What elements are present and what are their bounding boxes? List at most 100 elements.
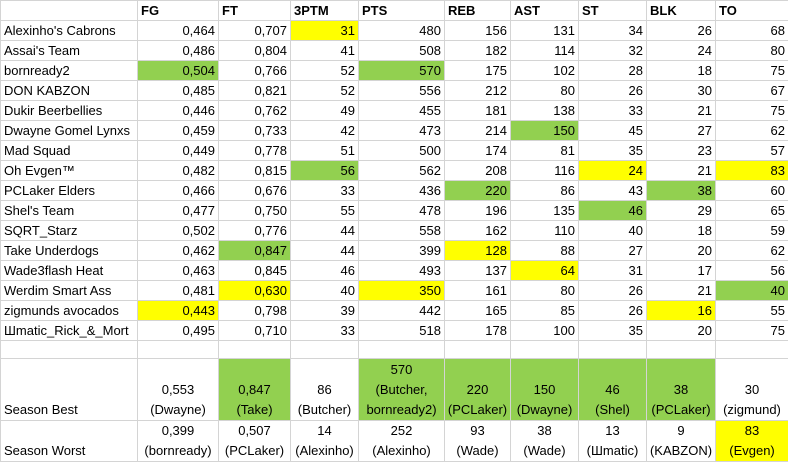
team-name: Take Underdogs <box>1 241 138 261</box>
team-name: PCLaker Elders <box>1 181 138 201</box>
stat-cell: 480 <box>359 21 445 41</box>
summary-line: (Alexinho) <box>292 441 357 461</box>
team-name: Shel's Team <box>1 201 138 221</box>
stat-cell: 18 <box>647 221 716 241</box>
summary-line: (Butcher, <box>360 380 443 400</box>
stat-cell: 150 <box>511 121 579 141</box>
stat-cell: 65 <box>716 201 788 221</box>
stat-cell: 35 <box>579 321 647 341</box>
team-name: Alexinho's Cabrons <box>1 21 138 41</box>
stat-cell: 26 <box>579 301 647 321</box>
stat-cell: 0,821 <box>219 81 291 101</box>
summary-line: 93 <box>446 421 509 441</box>
stat-cell: 156 <box>445 21 511 41</box>
summary-cell: 0,507(PCLaker) <box>219 421 291 462</box>
team-name: Dwayne Gomel Lynxs <box>1 121 138 141</box>
stat-cell: 43 <box>579 181 647 201</box>
stat-cell: 27 <box>579 241 647 261</box>
summary-cell: 0,399(bornready) <box>138 421 219 462</box>
empty-cell <box>219 341 291 359</box>
stat-cell: 42 <box>291 121 359 141</box>
summary-line: (Butcher) <box>292 400 357 420</box>
team-name: zigmunds avocados <box>1 301 138 321</box>
stat-cell: 55 <box>291 201 359 221</box>
stat-cell: 33 <box>579 101 647 121</box>
stat-cell: 62 <box>716 121 788 141</box>
stat-cell: 128 <box>445 241 511 261</box>
stat-cell: 478 <box>359 201 445 221</box>
stat-cell: 52 <box>291 81 359 101</box>
stat-cell: 55 <box>716 301 788 321</box>
stat-cell: 30 <box>647 81 716 101</box>
stat-cell: 80 <box>511 81 579 101</box>
stat-cell: 0,481 <box>138 281 219 301</box>
summary-line: (Wade) <box>512 441 577 461</box>
stat-cell: 165 <box>445 301 511 321</box>
stat-cell: 26 <box>579 281 647 301</box>
stat-cell: 21 <box>647 161 716 181</box>
stat-cell: 64 <box>511 261 579 281</box>
summary-line: (Dwayne) <box>139 400 217 420</box>
empty-cell <box>1 341 138 359</box>
stat-cell: 131 <box>511 21 579 41</box>
summary-line: (Dwayne) <box>512 400 577 420</box>
stat-cell: 33 <box>291 321 359 341</box>
stat-cell: 138 <box>511 101 579 121</box>
summary-line: 0,399 <box>139 421 217 441</box>
summary-cell: 46(Shel) <box>579 359 647 421</box>
stat-cell: 442 <box>359 301 445 321</box>
summary-cell: 30(zigmund) <box>716 359 788 421</box>
summary-line: 86 <box>292 380 357 400</box>
stat-cell: 40 <box>579 221 647 241</box>
team-name: Mad Squad <box>1 141 138 161</box>
empty-cell <box>647 341 716 359</box>
stat-cell: 35 <box>579 141 647 161</box>
summary-line: 252 <box>360 421 443 441</box>
summary-line: (PCLaker) <box>220 441 289 461</box>
stat-cell: 174 <box>445 141 511 161</box>
stat-cell: 0,443 <box>138 301 219 321</box>
header-cell: FT <box>219 1 291 21</box>
summary-line: (Take) <box>220 400 289 420</box>
stat-cell: 75 <box>716 101 788 121</box>
stat-cell: 399 <box>359 241 445 261</box>
summary-cell: 220(PCLaker) <box>445 359 511 421</box>
stat-cell: 57 <box>716 141 788 161</box>
header-cell: 3PTM <box>291 1 359 21</box>
summary-line: 30 <box>717 380 787 400</box>
summary-cell: 0,847(Take) <box>219 359 291 421</box>
stat-cell: 161 <box>445 281 511 301</box>
header-cell: BLK <box>647 1 716 21</box>
summary-line: 83 <box>717 421 787 441</box>
stat-cell: 0,710 <box>219 321 291 341</box>
stat-cell: 493 <box>359 261 445 281</box>
summary-cell: 38(PCLaker) <box>647 359 716 421</box>
stat-cell: 455 <box>359 101 445 121</box>
team-name: Wade3flash Heat <box>1 261 138 281</box>
stat-cell: 45 <box>579 121 647 141</box>
team-name: Dukir Beerbellies <box>1 101 138 121</box>
stat-cell: 40 <box>716 281 788 301</box>
stat-cell: 62 <box>716 241 788 261</box>
stat-cell: 20 <box>647 321 716 341</box>
empty-cell <box>716 341 788 359</box>
summary-line: (zigmund) <box>717 400 787 420</box>
stat-cell: 0,459 <box>138 121 219 141</box>
stat-cell: 59 <box>716 221 788 241</box>
summary-label: Season Worst <box>1 421 138 462</box>
stat-cell: 83 <box>716 161 788 181</box>
summary-line: 46 <box>580 380 645 400</box>
stat-cell: 40 <box>291 281 359 301</box>
summary-cell: 83(Evgen) <box>716 421 788 462</box>
stat-cell: 500 <box>359 141 445 161</box>
stat-cell: 0,486 <box>138 41 219 61</box>
stat-cell: 44 <box>291 241 359 261</box>
stat-cell: 46 <box>291 261 359 281</box>
